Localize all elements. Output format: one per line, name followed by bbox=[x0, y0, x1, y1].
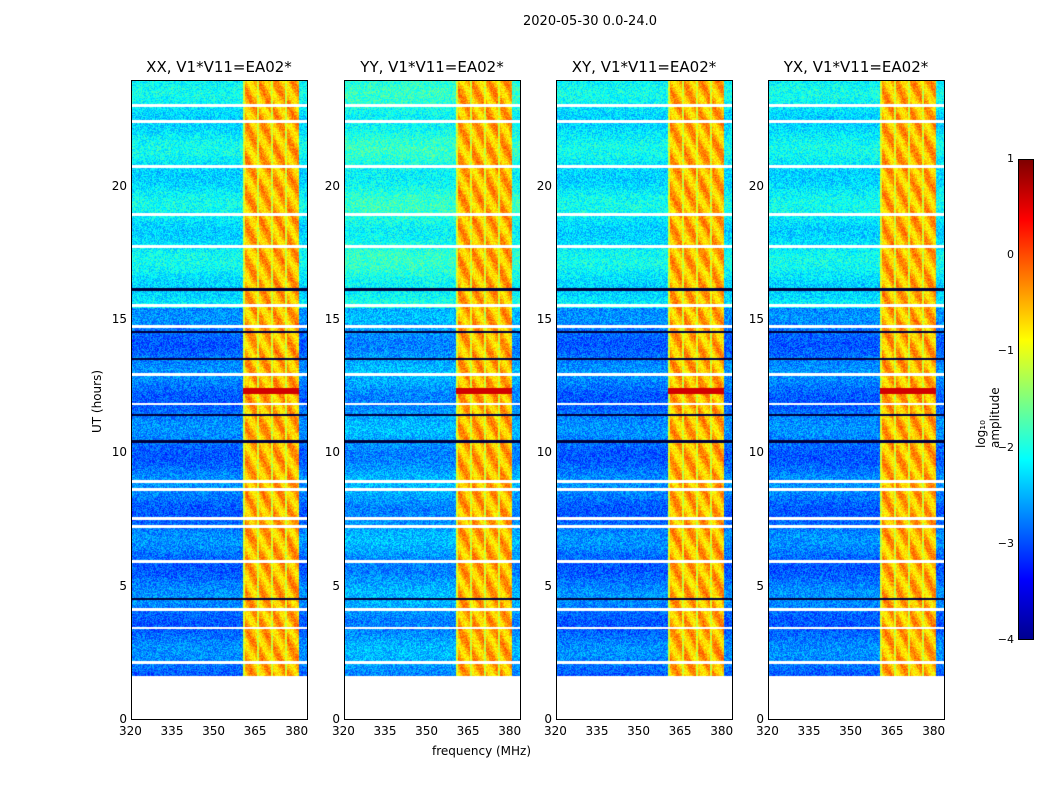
heatmap-panel bbox=[556, 80, 733, 720]
x-tick-label: 335 bbox=[160, 724, 184, 738]
colorbar-tick-label: −3 bbox=[997, 536, 1014, 550]
y-axis-label: UT (hours) bbox=[90, 369, 104, 433]
y-tick-label: 10 bbox=[536, 445, 552, 460]
colorbar-tick-label: −2 bbox=[997, 440, 1014, 454]
heatmap-cells bbox=[132, 81, 307, 719]
x-tick-label: 350 bbox=[627, 724, 650, 738]
x-tick-label: 380 bbox=[922, 724, 946, 738]
y-tick-label: 5 bbox=[332, 578, 340, 593]
x-tick-label: 335 bbox=[797, 724, 821, 738]
y-tick-label: 0 bbox=[332, 712, 340, 726]
x-axis-label: frequency (MHz) bbox=[432, 744, 532, 758]
figure-title: 2020-05-30 0.0-24.0 bbox=[523, 14, 657, 29]
heatmap-cells bbox=[557, 81, 732, 719]
x-tick-label: 350 bbox=[202, 724, 225, 738]
panel-title: XY, V1*V11=EA02* bbox=[571, 58, 717, 76]
x-tick-label: 320 bbox=[119, 724, 142, 738]
x-tick-label: 380 bbox=[498, 724, 522, 738]
y-tick-label: 5 bbox=[544, 578, 552, 593]
y-tick-label: 20 bbox=[111, 178, 127, 193]
y-tick-label: 10 bbox=[748, 445, 764, 460]
colorbar-tick-label: 1 bbox=[1007, 152, 1014, 165]
heatmap-panel bbox=[131, 80, 308, 720]
colorbar-tick-label: −4 bbox=[997, 633, 1014, 646]
y-tick-label: 15 bbox=[536, 311, 552, 326]
x-tick-label: 335 bbox=[373, 724, 397, 738]
x-tick-label: 365 bbox=[668, 724, 692, 738]
x-tick-label: 320 bbox=[544, 724, 567, 738]
y-tick-label: 10 bbox=[324, 445, 340, 460]
x-tick-label: 380 bbox=[285, 724, 309, 738]
x-tick-label: 380 bbox=[710, 724, 734, 738]
y-tick-label: 0 bbox=[119, 712, 127, 726]
colorbar-label: log₁₀ amplitude bbox=[974, 387, 1002, 448]
x-tick-label: 350 bbox=[839, 724, 862, 738]
y-tick-label: 5 bbox=[119, 578, 127, 593]
y-tick-label: 5 bbox=[756, 578, 764, 593]
y-tick-label: 10 bbox=[111, 445, 127, 460]
heatmap-cells bbox=[345, 81, 520, 719]
x-tick-label: 320 bbox=[756, 724, 779, 738]
x-tick-label: 365 bbox=[243, 724, 267, 738]
y-tick-label: 20 bbox=[536, 178, 552, 193]
heatmap-panel bbox=[768, 80, 945, 720]
colorbar-tick-label: −1 bbox=[997, 344, 1014, 358]
y-tick-label: 15 bbox=[748, 311, 764, 326]
panel-title: YX, V1*V11=EA02* bbox=[783, 58, 929, 76]
panel-title: XX, V1*V11=EA02* bbox=[146, 58, 292, 76]
x-tick-label: 350 bbox=[415, 724, 438, 738]
y-tick-label: 20 bbox=[324, 178, 340, 193]
heatmap-cells bbox=[769, 81, 944, 719]
y-tick-label: 0 bbox=[756, 712, 764, 726]
colorbar bbox=[1018, 159, 1034, 640]
x-tick-label: 365 bbox=[880, 724, 904, 738]
x-tick-label: 320 bbox=[332, 724, 355, 738]
panel-title: YY, V1*V11=EA02* bbox=[360, 58, 504, 76]
heatmap-panel bbox=[344, 80, 521, 720]
x-tick-label: 335 bbox=[585, 724, 609, 738]
colorbar-tick-label: 0 bbox=[1007, 248, 1014, 262]
y-tick-label: 15 bbox=[324, 311, 340, 326]
x-tick-label: 365 bbox=[456, 724, 480, 738]
y-tick-label: 20 bbox=[748, 178, 764, 193]
y-tick-label: 0 bbox=[544, 712, 552, 726]
y-tick-label: 15 bbox=[111, 311, 127, 326]
